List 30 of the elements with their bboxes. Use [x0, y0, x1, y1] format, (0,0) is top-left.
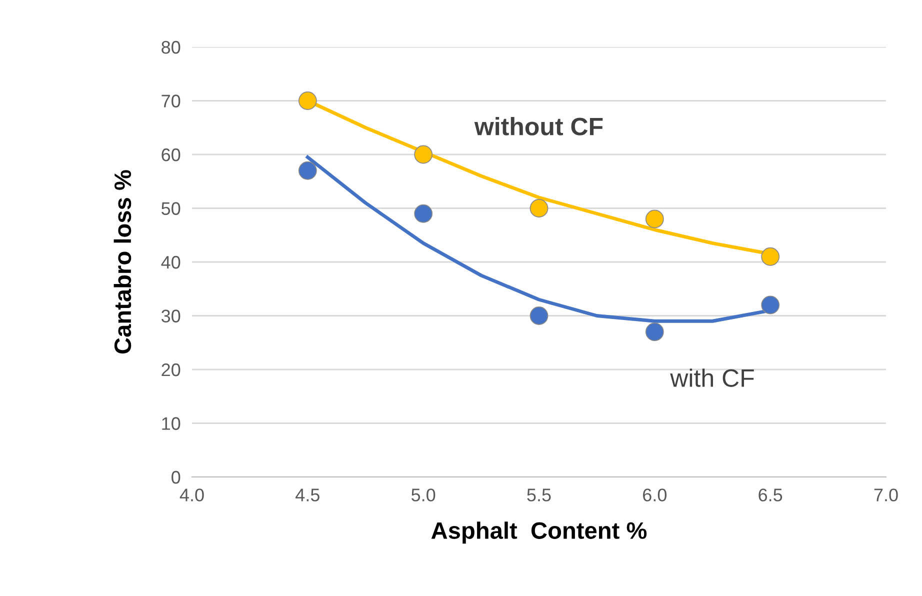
- x-axis-title: Asphalt Content %: [431, 522, 647, 544]
- y-tick-label: 10: [162, 417, 180, 430]
- x-tick-label: 6.0: [643, 488, 667, 502]
- x-tick-label: 4.0: [180, 488, 204, 502]
- point: [298, 92, 317, 110]
- point: [298, 161, 317, 180]
- point: [414, 204, 433, 223]
- y-tick-label: 0: [172, 470, 180, 484]
- y-tick-label: 70: [162, 94, 180, 108]
- y-tick-label: 20: [162, 363, 180, 376]
- point: [530, 199, 548, 218]
- x-tick-label: 6.5: [758, 488, 782, 502]
- point: [761, 247, 780, 266]
- annotation: without CF: [474, 117, 603, 136]
- y-tick-label: 30: [161, 310, 180, 322]
- y-tick-label: 50: [162, 202, 180, 215]
- point: [761, 296, 780, 314]
- y-tick-label: 60: [162, 148, 180, 162]
- x-tick-label: 4.5: [296, 488, 320, 502]
- x-tick-label: 5.5: [527, 488, 551, 502]
- y-tick-label: 40: [161, 256, 180, 269]
- point: [645, 322, 664, 342]
- point: [530, 306, 548, 325]
- point: [414, 145, 433, 164]
- y-tick-label: 80: [162, 40, 180, 54]
- x-tick-label: 5.0: [412, 488, 436, 502]
- x-tick-label: 7.0: [874, 488, 898, 502]
- annotation: with CF: [670, 368, 754, 387]
- point: [645, 210, 664, 228]
- y-axis-title: Cantabro loss %: [114, 170, 132, 354]
